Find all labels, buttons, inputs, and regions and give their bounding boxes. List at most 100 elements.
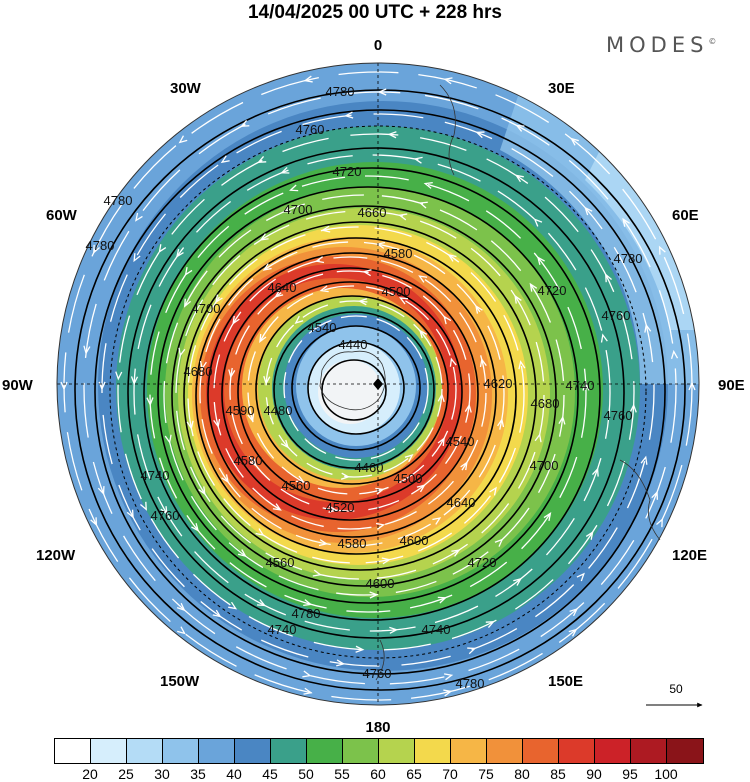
streamline-arrowhead — [140, 501, 147, 511]
streamline-arrowhead — [387, 131, 397, 139]
streamline-arrowhead — [212, 609, 222, 618]
streamline-arrowhead — [432, 517, 442, 525]
streamline-arrowhead — [479, 357, 487, 368]
streamline-arrowhead — [191, 523, 200, 532]
streamline-arrowhead — [543, 512, 552, 522]
contour-label: 4600 — [366, 576, 395, 591]
streamline-arrowhead — [413, 156, 423, 164]
streamline-arrowhead — [497, 417, 505, 428]
contour-label: 4740 — [268, 622, 297, 637]
streamline-arrowhead — [447, 254, 457, 262]
streamline-arrowhead — [302, 670, 312, 678]
contour-label: 4700 — [284, 202, 313, 217]
contour-label: 4500 — [382, 284, 411, 299]
streamline-arrowhead — [259, 333, 267, 344]
streamline-arrowhead — [289, 184, 299, 192]
colorbar-swatch — [631, 739, 667, 763]
lon-label-180: 180 — [365, 719, 390, 736]
colorbar-tick-label: 90 — [586, 766, 602, 782]
lon-label-30e: 30E — [548, 80, 575, 97]
contour-label: 4560 — [282, 478, 311, 493]
colorbar-swatch — [559, 739, 595, 763]
streamline-arrowhead — [198, 486, 206, 496]
streamline-arrowhead — [658, 245, 666, 255]
streamline-arrowhead — [418, 201, 428, 209]
streamline-arrowhead — [312, 569, 322, 577]
lon-label-120e: 120E — [672, 547, 707, 564]
contour-label: 4760 — [602, 308, 631, 323]
longitude-labels: 0 180 90W 90E 30W 30E 60W 60E 120W 120E … — [2, 37, 745, 736]
contour-label: 4760 — [604, 408, 633, 423]
colorbar-tick-label: 100 — [654, 766, 678, 782]
streamline-arrowhead — [404, 454, 414, 463]
streamline-arrowhead — [644, 323, 652, 333]
streamline-arrowhead — [423, 181, 433, 189]
contour-label: 4640 — [447, 495, 476, 510]
streamline-arrowheads — [60, 75, 696, 697]
contour-label: 4700 — [192, 301, 221, 316]
streamline-arrowhead — [255, 528, 265, 536]
streamline-arrowhead — [115, 371, 123, 381]
streamline-arrowhead — [398, 213, 408, 221]
streamline-arrowhead — [584, 206, 593, 216]
colorbar-tick-label: 85 — [550, 766, 566, 782]
streamline-arrowhead — [437, 436, 445, 447]
streamline-arrowhead — [494, 538, 504, 547]
contour-label: 4740 — [566, 378, 595, 393]
streamline-arrowhead — [321, 225, 331, 233]
contour-label: 4580 — [338, 536, 367, 551]
streamline-arrowhead — [336, 659, 346, 667]
colorbar — [54, 738, 704, 764]
colorbar-swatch — [163, 739, 199, 763]
streamline-arrowhead — [475, 304, 483, 314]
colorbar-swatch — [199, 739, 235, 763]
colorbar-swatch — [343, 739, 379, 763]
streamline-arrowhead — [221, 474, 229, 484]
streamline-arrowhead — [130, 376, 139, 386]
lon-label-90e: 90E — [718, 377, 745, 394]
streamline-arrowhead — [529, 282, 538, 292]
streamline-arrowhead — [467, 647, 477, 655]
streamline-arrowhead — [514, 294, 522, 304]
streamline-arrowhead — [460, 461, 468, 471]
contour-label: 4600 — [400, 533, 429, 548]
streamline-arrowhead — [656, 518, 663, 528]
contour-label: 4520 — [326, 500, 355, 515]
contour-label: 4660 — [358, 205, 387, 220]
streamline-arrowhead — [518, 360, 526, 370]
streamline-arrowhead — [418, 275, 428, 283]
colorbar-swatch — [667, 739, 703, 763]
contour-label: 4480 — [264, 403, 293, 418]
colorbar-tick-label: 25 — [118, 766, 134, 782]
colorbar-swatch — [55, 739, 91, 763]
colorbar-tick-label: 45 — [262, 766, 278, 782]
streamline-arrowhead — [475, 131, 485, 139]
streamline-arrowhead — [318, 539, 329, 547]
colorbar-swatch — [235, 739, 271, 763]
streamline-arrowhead — [213, 418, 221, 429]
streamline-arrowhead — [280, 439, 289, 449]
contour-label: 4590 — [226, 403, 255, 418]
streamline-arrowhead — [582, 381, 590, 391]
streamline-arrowhead — [375, 241, 386, 249]
colorbar-tick-label: 80 — [514, 766, 530, 782]
streamline-arrowhead — [514, 174, 524, 183]
colorbar-tick-label: 55 — [334, 766, 350, 782]
streamline-arrowhead — [489, 486, 497, 496]
map-border — [56, 62, 700, 706]
contour-label: 4720 — [538, 283, 567, 298]
contour-label: 4580 — [384, 246, 413, 261]
colorbar-tick-label: 20 — [82, 766, 98, 782]
contour-label: 4500 — [394, 471, 423, 486]
streamline-arrowhead — [259, 233, 269, 241]
streamline-arrowhead — [536, 256, 545, 265]
streamline-arrowhead — [178, 347, 186, 357]
streamline-arrowhead — [444, 673, 454, 681]
colorbar-tick-label: 70 — [442, 766, 458, 782]
streamline-arrowhead — [126, 509, 134, 519]
streamline-arrowhead — [568, 628, 578, 637]
streamline-arrowhead — [133, 253, 141, 263]
streamline-arrowhead — [688, 381, 696, 391]
colorbar-swatch — [415, 739, 451, 763]
coastlines — [319, 84, 661, 681]
